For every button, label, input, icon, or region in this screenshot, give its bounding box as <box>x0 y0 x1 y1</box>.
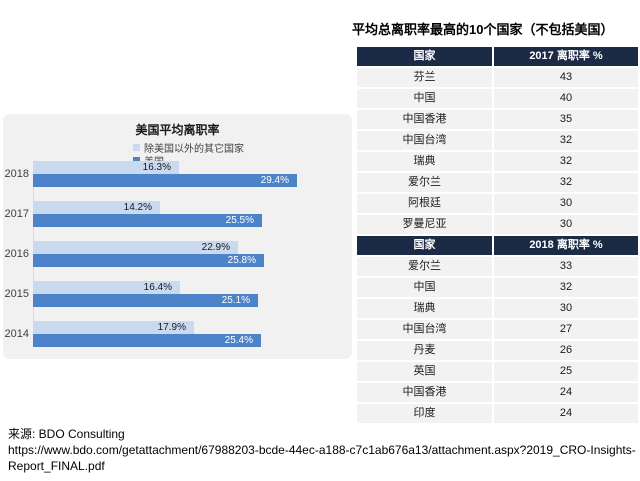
bar-pair: 17.9% 25.4% <box>33 321 261 347</box>
bar-pair: 22.9% 25.8% <box>33 241 264 267</box>
year-label: 2016 <box>4 248 29 260</box>
country-cell: 罗曼尼亚 <box>357 215 492 234</box>
country-cell: 瑞典 <box>357 152 492 171</box>
rate-cell: 43 <box>494 68 638 87</box>
rate-cell: 25 <box>494 362 638 381</box>
bar-2014-other: 17.9% <box>33 321 194 334</box>
bar-group-2018: 2018 16.3% 29.4% <box>3 161 352 187</box>
tables-title: 平均总离职率最高的10个国家（不包括美国） <box>352 22 614 37</box>
table-header-row: 国家 2017 离职率 % <box>357 47 638 66</box>
rate-cell: 32 <box>494 152 638 171</box>
rate-cell: 26 <box>494 341 638 360</box>
table-row: 中国香港 35 <box>357 110 638 129</box>
legend-item-other-countries: 除美国以外的其它国家 <box>133 141 352 155</box>
bar-2015-us: 25.1% <box>33 294 258 307</box>
rate-cell: 35 <box>494 110 638 129</box>
country-cell: 丹麦 <box>357 341 492 360</box>
bar-2018-us: 29.4% <box>33 174 297 187</box>
country-cell: 瑞典 <box>357 299 492 318</box>
rate-cell: 32 <box>494 278 638 297</box>
country-cell: 阿根廷 <box>357 194 492 213</box>
country-cell: 中国台湾 <box>357 320 492 339</box>
rate-cell: 30 <box>494 194 638 213</box>
legend-label: 除美国以外的其它国家 <box>144 144 244 155</box>
table-row: 罗曼尼亚 30 <box>357 215 638 234</box>
table-row: 丹麦 26 <box>357 341 638 360</box>
rate-cell: 30 <box>494 299 638 318</box>
rate-cell: 30 <box>494 215 638 234</box>
source-note: 来源: BDO Consulting https://www.bdo.com/g… <box>8 426 636 474</box>
table-row: 中国台湾 27 <box>357 320 638 339</box>
us-turnover-bar-chart: 美国平均离职率 除美国以外的其它国家 美国 201816.3%29.4%2017… <box>3 114 352 359</box>
chart-plot-area: 2018 16.3% 29.4% 2017 14.2% 25.5% 2016 22.9% 25.… <box>3 161 352 351</box>
rate-cell: 27 <box>494 320 638 339</box>
bar-2017-us: 25.5% <box>33 214 262 227</box>
bar-2016-other: 22.9% <box>33 241 238 254</box>
bar-2018-other: 16.3% <box>33 161 179 174</box>
country-cell: 中国香港 <box>357 110 492 129</box>
table-row: 中国 32 <box>357 278 638 297</box>
bar-pair: 14.2% 25.5% <box>33 201 262 227</box>
table-row: 中国 40 <box>357 89 638 108</box>
bar-pair: 16.4% 25.1% <box>33 281 258 307</box>
year-label: 2014 <box>4 328 29 340</box>
bar-2016-us: 25.8% <box>33 254 264 267</box>
rate-cell: 24 <box>494 383 638 402</box>
country-cell: 中国 <box>357 89 492 108</box>
table-row: 芬兰 43 <box>357 68 638 87</box>
bar-group-2017: 2017 14.2% 25.5% <box>3 201 352 227</box>
country-cell: 中国 <box>357 278 492 297</box>
rate-cell: 32 <box>494 131 638 150</box>
year-label: 2018 <box>4 168 29 180</box>
country-cell: 爱尔兰 <box>357 173 492 192</box>
table-row: 爱尔兰 32 <box>357 173 638 192</box>
table-row: 阿根廷 30 <box>357 194 638 213</box>
country-cell: 中国台湾 <box>357 131 492 150</box>
bar-2014-us: 25.4% <box>33 334 261 347</box>
country-cell: 爱尔兰 <box>357 257 492 276</box>
legend-swatch-light-icon <box>133 144 140 151</box>
table-row: 印度 24 <box>357 404 638 423</box>
bar-group-2016: 2016 22.9% 25.8% <box>3 241 352 267</box>
source-label: 来源: BDO Consulting <box>8 427 125 441</box>
year-label: 2015 <box>4 288 29 300</box>
table-row: 爱尔兰 33 <box>357 257 638 276</box>
legend-swatch-dark-icon <box>133 157 140 164</box>
table-header-row: 国家 2018 离职率 % <box>357 236 638 255</box>
column-header: 2017 离职率 % <box>494 47 638 66</box>
table-row: 中国香港 24 <box>357 383 638 402</box>
top10-country-tables: 国家 2017 离职率 % 芬兰 43 中国 40 中国香港 35 中国台湾 32 瑞典 32 爱尔兰 3… <box>357 47 638 425</box>
column-header: 国家 <box>357 236 492 255</box>
country-cell: 印度 <box>357 404 492 423</box>
rate-cell: 32 <box>494 173 638 192</box>
table-row: 中国台湾 32 <box>357 131 638 150</box>
bar-groups: 2018 16.3% 29.4% 2017 14.2% 25.5% 2016 22.9% 25.… <box>3 161 352 347</box>
country-cell: 中国香港 <box>357 383 492 402</box>
column-header: 国家 <box>357 47 492 66</box>
bar-group-2015: 2015 16.4% 25.1% <box>3 281 352 307</box>
rate-cell: 40 <box>494 89 638 108</box>
bar-2015-other: 16.4% <box>33 281 180 294</box>
bar-pair: 16.3% 29.4% <box>33 161 297 187</box>
table-row: 瑞典 30 <box>357 299 638 318</box>
chart-title: 美国平均离职率 <box>135 123 220 137</box>
country-cell: 英国 <box>357 362 492 381</box>
bar-2017-other: 14.2% <box>33 201 160 214</box>
table-row: 英国 25 <box>357 362 638 381</box>
rate-cell: 33 <box>494 257 638 276</box>
rate-cell: 24 <box>494 404 638 423</box>
country-cell: 芬兰 <box>357 68 492 87</box>
table-row: 瑞典 32 <box>357 152 638 171</box>
bar-group-2014: 2014 17.9% 25.4% <box>3 321 352 347</box>
column-header: 2018 离职率 % <box>494 236 638 255</box>
source-url: https://www.bdo.com/getattachment/679882… <box>8 443 636 473</box>
year-label: 2017 <box>4 208 29 220</box>
